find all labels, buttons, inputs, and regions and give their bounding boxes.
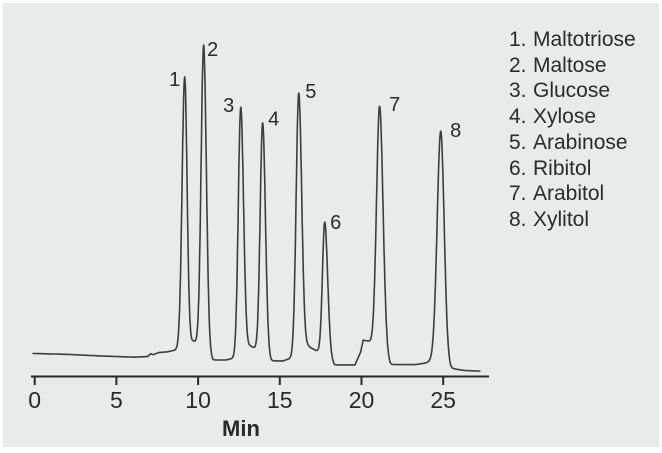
legend-item-number: 6. xyxy=(509,156,527,180)
peak-number-label: 6 xyxy=(330,212,341,234)
x-axis-label: Min xyxy=(222,416,260,441)
peak-number-label: 5 xyxy=(305,81,316,103)
legend-item-name: Xylose xyxy=(533,105,597,129)
peak-number-label: 2 xyxy=(207,39,218,61)
x-tick-label: 25 xyxy=(430,387,456,413)
x-tick-label: 0 xyxy=(28,387,41,413)
legend-item-number: 5. xyxy=(509,130,527,154)
peak-number-label: 1 xyxy=(169,69,180,91)
legend-item: 8. Xylitol xyxy=(509,207,636,233)
legend-item-name: Glucose xyxy=(533,79,611,103)
legend-item-number: 4. xyxy=(509,105,527,129)
legend-item-name: Maltotriose xyxy=(533,28,636,51)
x-tick-label: 5 xyxy=(110,387,123,413)
legend-item-name: Ribitol xyxy=(533,156,592,180)
x-tick-label: 10 xyxy=(185,387,211,413)
legend-item: 1. Maltotriose xyxy=(509,27,636,53)
legend-item-name: Arabinose xyxy=(533,130,628,154)
peak-legend: 1. Maltotriose 2. Maltose 3. Glucose 4. Xylo… xyxy=(509,27,636,233)
legend-item: 7. Arabitol xyxy=(509,181,636,207)
x-tick-label: 20 xyxy=(349,387,375,413)
legend-item-name: Maltose xyxy=(533,53,607,77)
legend-item: 6. Ribitol xyxy=(509,156,636,182)
chromatogram-plot: 0 5 10 15 20 25 1 2 3 4 5 6 7 8 xyxy=(28,39,489,413)
legend-item: 4. Xylose xyxy=(509,104,636,130)
peak-number-label: 4 xyxy=(268,109,279,131)
legend-item: 2. Maltose xyxy=(509,53,636,79)
legend-item-name: Arabitol xyxy=(533,182,605,206)
legend-item-number: 7. xyxy=(509,182,527,206)
legend-item-number: 2. xyxy=(509,53,527,77)
chromatogram-trace xyxy=(32,44,481,372)
legend-item-name: Xylitol xyxy=(533,207,590,231)
legend-item: 5. Arabinose xyxy=(509,130,636,156)
legend-item-number: 3. xyxy=(509,79,527,103)
legend-item-number: 1. xyxy=(509,28,527,51)
x-tick-label: 15 xyxy=(267,387,293,413)
peak-number-label: 3 xyxy=(223,95,234,117)
legend-item: 3. Glucose xyxy=(509,78,636,104)
peak-number-label: 7 xyxy=(389,94,400,116)
legend-item-number: 8. xyxy=(509,207,527,231)
peak-number-label: 8 xyxy=(450,120,461,142)
